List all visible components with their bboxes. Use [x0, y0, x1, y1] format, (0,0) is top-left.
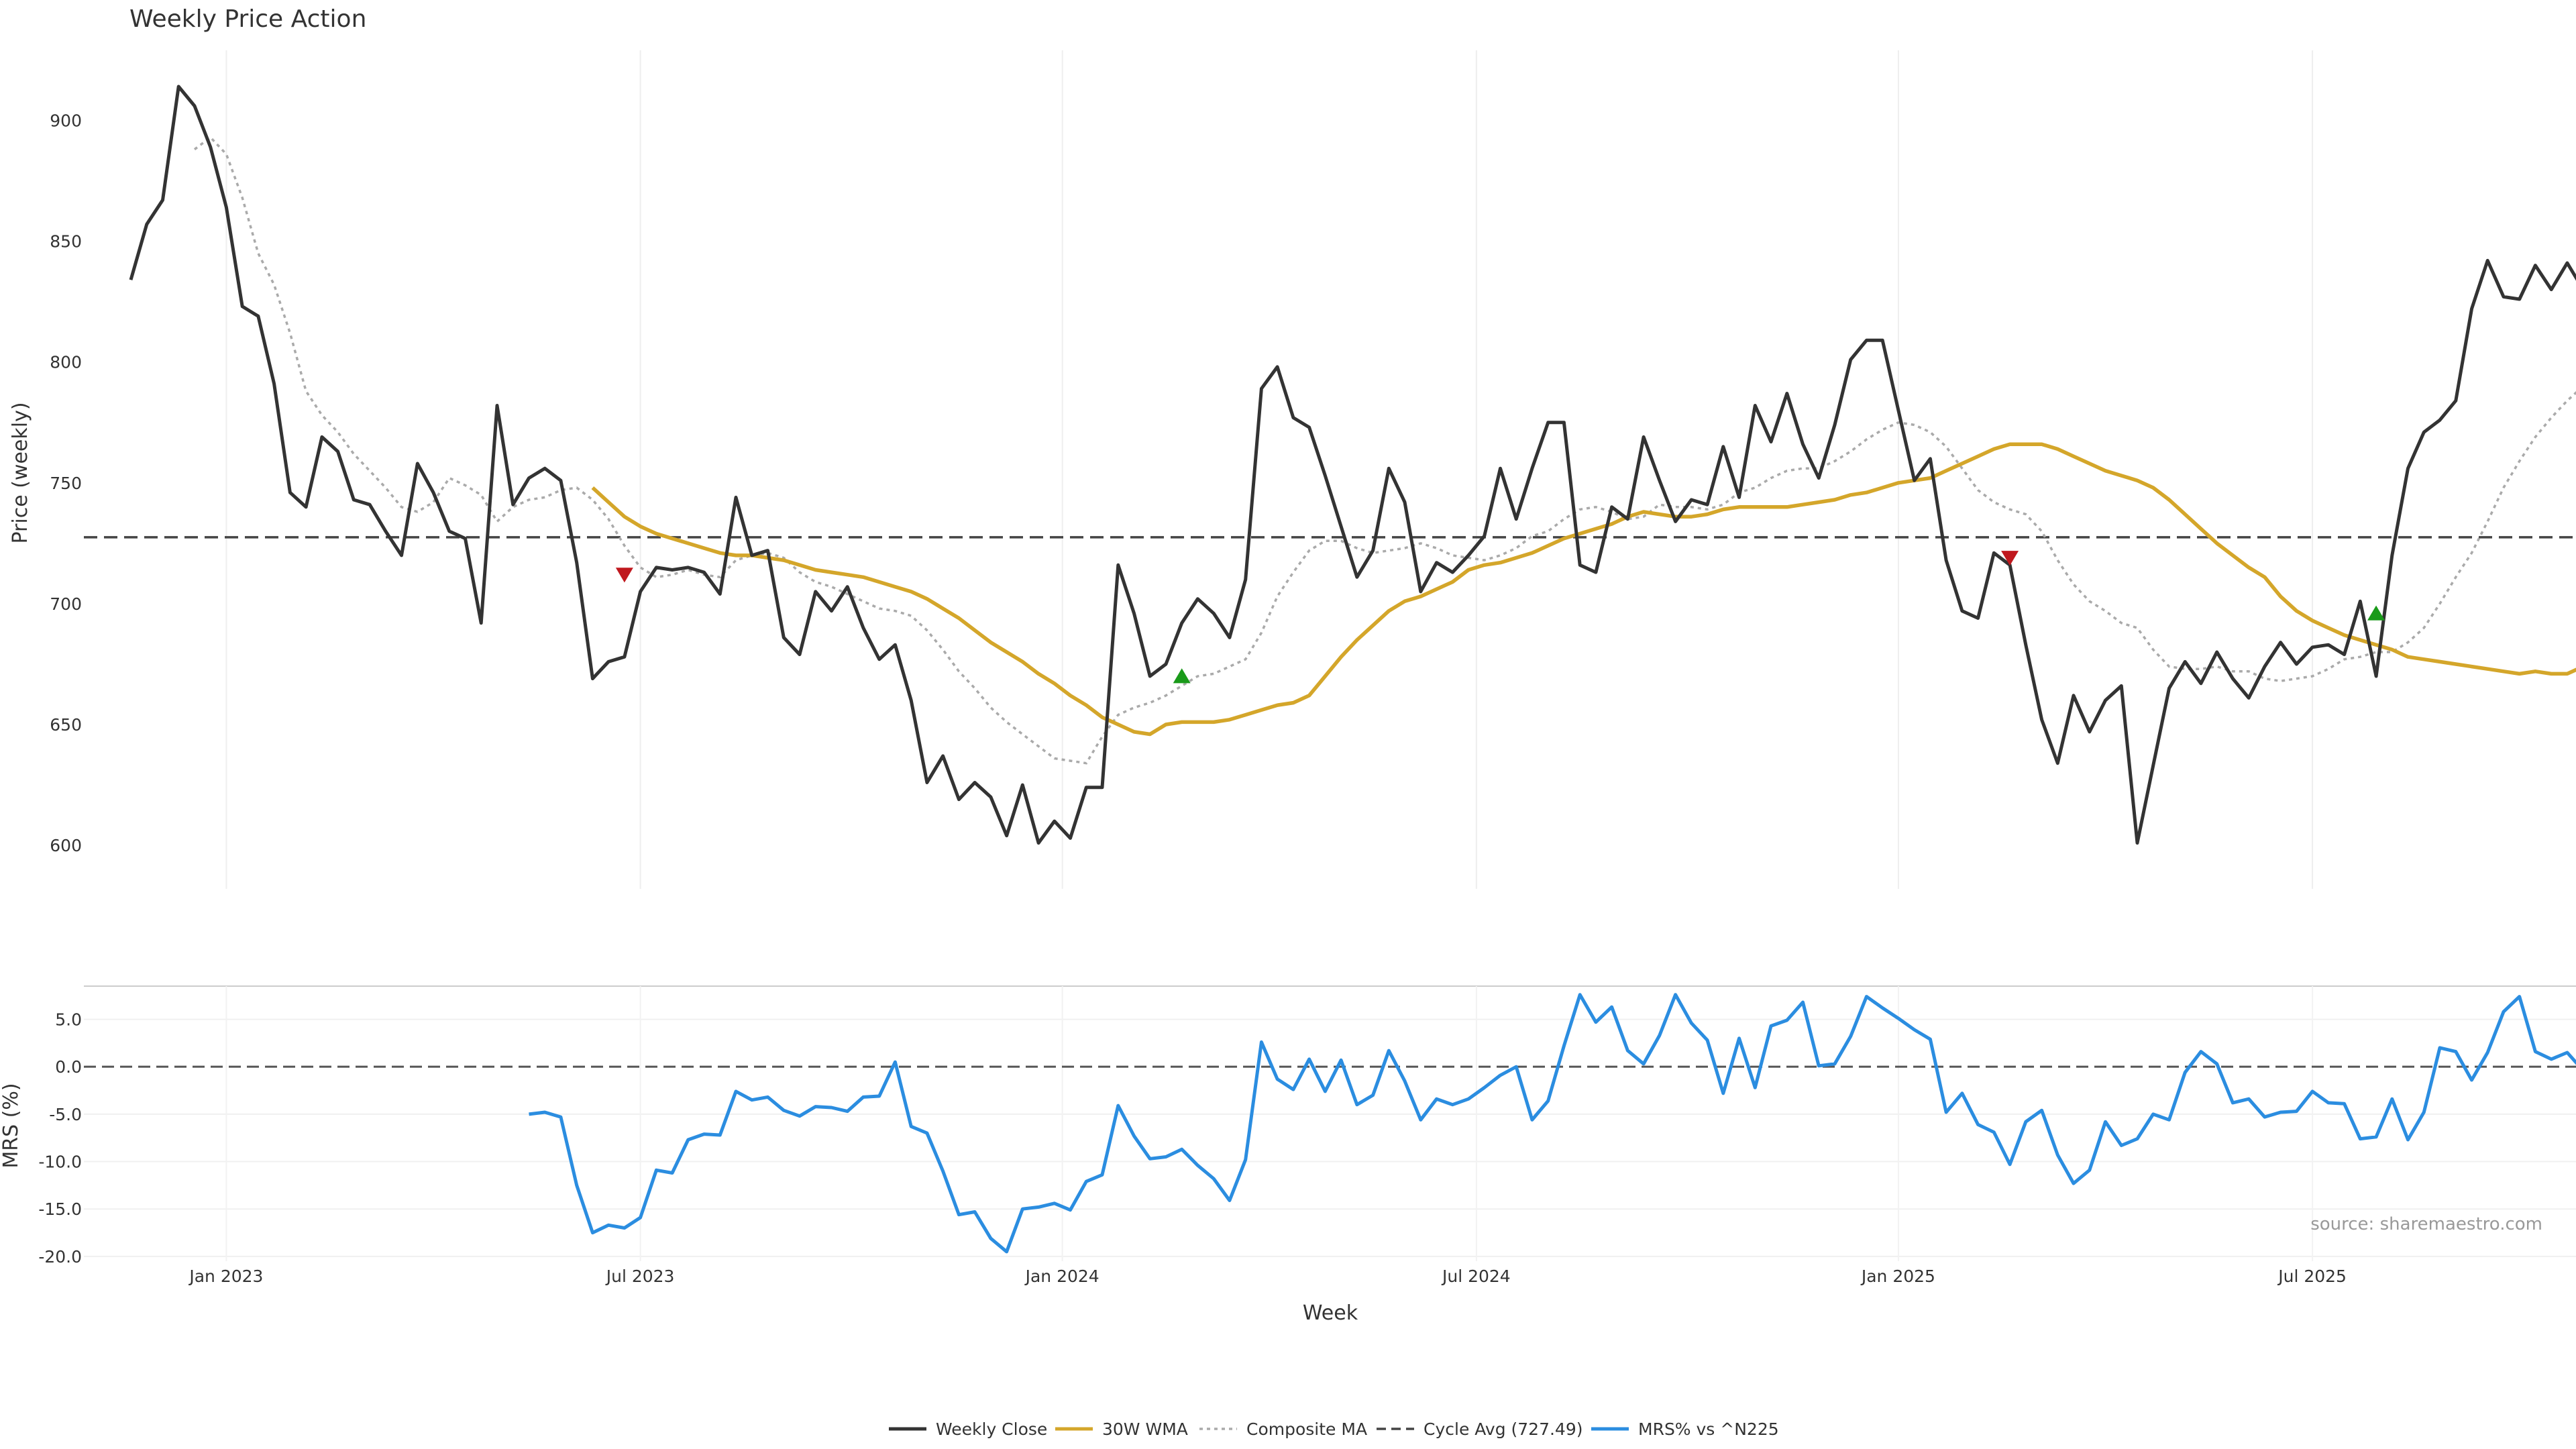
mrs-panel: 5.0 0.0 -5.0 -10.0 -15.0 -20.0 MRS (%) source… [0, 985, 2576, 1267]
x-axis-label: Week [1303, 1301, 1358, 1325]
price-y-tick-label: 650 [50, 715, 82, 735]
x-tick-label: Jul 2023 [605, 1267, 675, 1286]
x-tick-labels: Jan 2023 Jul 2023 Jan 2024 Jul 2024 Jan 2025… [188, 1267, 2347, 1286]
x-tick-label: Jan 2024 [1024, 1267, 1099, 1286]
signal-markers [615, 551, 2385, 684]
legend: Weekly Close 30W WMA Composite MA Cycle Avg… [889, 1419, 1779, 1439]
mrs-y-tick-label: -15.0 [38, 1199, 82, 1219]
price-y-axis-label: Price (weekly) [9, 402, 32, 543]
chart-title: Weekly Price Action [129, 5, 366, 33]
x-tick-label: Jan 2023 [188, 1267, 263, 1286]
composite-ma-line [193, 136, 2576, 765]
legend-label: MRS% vs ^N225 [1638, 1419, 1779, 1439]
price-y-tick-label: 800 [50, 353, 82, 372]
mrs-line [529, 993, 2576, 1254]
mrs-y-tick-label: -5.0 [49, 1105, 82, 1124]
price-y-tick-label: 700 [50, 594, 82, 614]
price-y-tick-label: 600 [50, 836, 82, 855]
buy-signal-marker [2367, 605, 2385, 621]
price-y-tick-label: 850 [50, 232, 82, 252]
x-tick-label: Jul 2025 [2277, 1267, 2347, 1286]
weekly-close-line [129, 85, 2576, 845]
sell-signal-marker [2001, 551, 2019, 566]
x-tick-label: Jan 2025 [1860, 1267, 1935, 1286]
mrs-y-tick-labels: 5.0 0.0 -5.0 -10.0 -15.0 -20.0 [38, 1010, 82, 1266]
mrs-y-tick-label: 0.0 [55, 1057, 82, 1077]
price-panel: 600 650 700 750 800 850 900 Price (weekly) [9, 50, 2576, 889]
price-y-tick-label: 750 [50, 474, 82, 493]
mrs-horizontal-gridlines [84, 1018, 2576, 1257]
mrs-vertical-gridlines [225, 986, 2314, 1261]
mrs-y-axis-label: MRS (%) [0, 1083, 23, 1168]
price-y-tick-labels: 600 650 700 750 800 850 900 [50, 111, 82, 855]
wma-30w-line [591, 442, 2576, 737]
x-tick-label: Jul 2024 [1441, 1267, 1511, 1286]
legend-label: Weekly Close [936, 1419, 1047, 1439]
source-note: source: sharemaestro.com [2310, 1214, 2542, 1234]
legend-label: Cycle Avg (727.49) [1424, 1419, 1583, 1439]
legend-label: 30W WMA [1102, 1419, 1188, 1439]
legend-label: Composite MA [1246, 1419, 1367, 1439]
mrs-y-tick-label: -10.0 [38, 1152, 82, 1172]
mrs-y-tick-label: -20.0 [38, 1247, 82, 1267]
mrs-y-tick-label: 5.0 [55, 1010, 82, 1029]
sell-signal-marker [615, 568, 633, 583]
buy-signal-marker [1173, 668, 1191, 684]
price-vertical-gridlines [225, 50, 2314, 889]
price-y-tick-label: 900 [50, 111, 82, 130]
